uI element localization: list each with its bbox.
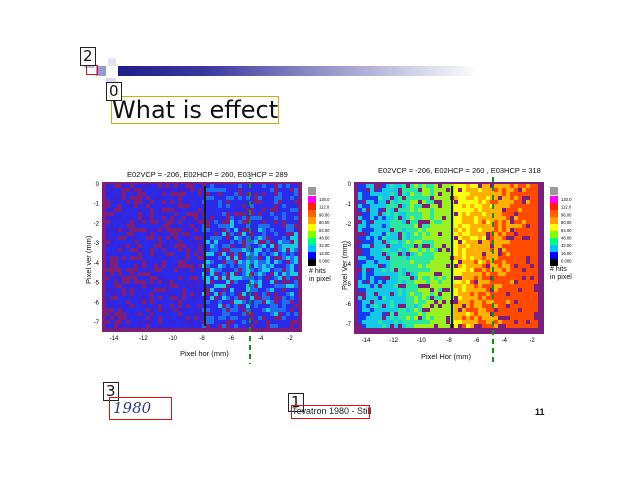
colorbar-swatch <box>308 196 316 203</box>
y-tick-label: -6 <box>94 300 100 306</box>
logo-highlight[interactable] <box>109 397 172 420</box>
colorbar-swatch <box>550 196 558 203</box>
plot-right-title: E02VCP = -206, E02HCP = 260 , E03HCP = 3… <box>378 166 541 175</box>
x-tick-label: -6 <box>474 338 480 344</box>
colorbar-swatch <box>308 252 316 259</box>
x-tick-label: -12 <box>389 338 398 344</box>
colorbar-label: 48.00 <box>319 236 330 241</box>
annotation-tag-0: 0 <box>106 82 122 101</box>
annotation-tag-3: 3 <box>103 382 119 401</box>
y-tick-label: -7 <box>94 320 100 326</box>
colorbar-label: 120.0 <box>561 197 572 202</box>
plot-left-units: # hits in pixel <box>309 268 331 283</box>
colorbar-label: 96.00 <box>561 212 572 217</box>
x-tick-label: -4 <box>258 336 264 342</box>
colorbar-swatch <box>550 210 558 217</box>
y-tick-label: -6 <box>346 302 352 308</box>
header-icon-highlight[interactable] <box>86 65 98 75</box>
colorbar-label: 0.000 <box>319 259 330 264</box>
x-tick-label: -8 <box>446 338 452 344</box>
x-tick-label: -2 <box>529 338 535 344</box>
colorbar-label: 96.00 <box>319 212 330 217</box>
colorbar-swatch <box>550 238 558 245</box>
y-tick-label: 0 <box>96 182 100 188</box>
colorbar-label: 112.0 <box>319 205 330 210</box>
colorbar-swatch <box>308 210 316 217</box>
x-tick-label: -14 <box>110 336 119 342</box>
colorbar-swatch <box>308 238 316 245</box>
header-gradient-bar <box>118 66 480 76</box>
annotation-tag-2: 2 <box>80 47 96 66</box>
y-tick-label: -4 <box>346 262 352 268</box>
plot-left-title: E02VCP = -206, E02HCP = 260, E03HCP = 28… <box>127 170 288 179</box>
plot-right-xlabel: Pixel Hor (mm) <box>421 352 471 361</box>
colorbar-swatch <box>308 203 316 210</box>
page-number: 11 <box>535 407 545 417</box>
colorbar-label: 32.00 <box>319 243 330 248</box>
colorbar-label: 80.00 <box>319 220 330 225</box>
colorbar-swatch <box>308 245 316 252</box>
x-tick-label: -8 <box>199 336 205 342</box>
y-tick-label: -5 <box>346 282 352 288</box>
y-tick-label: -1 <box>346 202 352 208</box>
colorbar-label: 32.00 <box>561 243 572 248</box>
x-tick-label: -10 <box>168 336 177 342</box>
header-decoration <box>96 66 106 76</box>
colorbar-swatch <box>550 203 558 210</box>
colorbar-swatch <box>308 217 316 224</box>
slide-title[interactable]: What is effect? <box>111 96 279 124</box>
colorbar-swatch <box>308 224 316 231</box>
plot-right-ylabel: Pixel Ver (mm) <box>340 240 349 290</box>
y-tick-label: 0 <box>348 182 352 188</box>
colorbar-label: 80.00 <box>561 220 572 225</box>
y-tick-label: -3 <box>94 241 100 247</box>
colorbar-swatch <box>308 231 316 238</box>
y-tick-label: -2 <box>94 221 100 227</box>
x-tick-label: -2 <box>287 336 293 342</box>
y-tick-label: -3 <box>346 242 352 248</box>
colorbar-top <box>550 187 558 195</box>
footer-text: Tevatron 1980 - Still <box>292 406 372 416</box>
colorbar-label: 0.000 <box>561 259 572 264</box>
colorbar-label: 16.00 <box>561 251 572 256</box>
x-tick-label: -10 <box>417 338 426 344</box>
colorbar-swatch <box>550 217 558 224</box>
colorbar-label: 48.00 <box>561 236 572 241</box>
colorbar-label: 16.00 <box>319 251 330 256</box>
colorbar-swatch <box>550 231 558 238</box>
x-tick-label: -14 <box>362 338 371 344</box>
x-tick-label: -12 <box>139 336 148 342</box>
colorbar-swatch <box>550 224 558 231</box>
colorbar-swatch <box>550 259 558 266</box>
colorbar-swatch <box>550 245 558 252</box>
plot-left-xlabel: Pixel hor (mm) <box>180 349 229 358</box>
footer-text-highlight[interactable] <box>291 405 370 419</box>
colorbar-label: 112.0 <box>561 205 572 210</box>
colorbar-label: 64.00 <box>319 228 330 233</box>
colorbar-swatch <box>550 252 558 259</box>
colorbar-top <box>308 187 316 195</box>
y-tick-label: -2 <box>346 222 352 228</box>
colorbar-label: 120.0 <box>319 197 330 202</box>
plot-left-heatmap: -14 -12 -10 -8 -6 -4 -2 0 -1 -2 -3 -4 -5 -6 -7 120.0 112… <box>94 178 330 364</box>
plot-right-heatmap: -14 -12 -10 -8 -6 -4 -2 0 -1 -2 -3 -4 -5 -6 -7 120.0 112… <box>346 174 572 366</box>
y-tick-label: -7 <box>346 322 352 328</box>
x-tick-label: -4 <box>502 338 508 344</box>
colorbar-swatch <box>308 259 316 266</box>
colorbar-label: 64.00 <box>561 228 572 233</box>
header-decoration <box>108 58 116 66</box>
plot-right-units: # hits in pixel <box>550 266 572 281</box>
logo: 1980 <box>113 399 152 417</box>
y-tick-label: -5 <box>94 281 100 287</box>
y-tick-label: -4 <box>94 261 100 267</box>
plot-left-ylabel: Pixel ver (mm) <box>84 235 93 284</box>
x-tick-label: -6 <box>229 336 235 342</box>
y-tick-label: -1 <box>94 202 100 208</box>
